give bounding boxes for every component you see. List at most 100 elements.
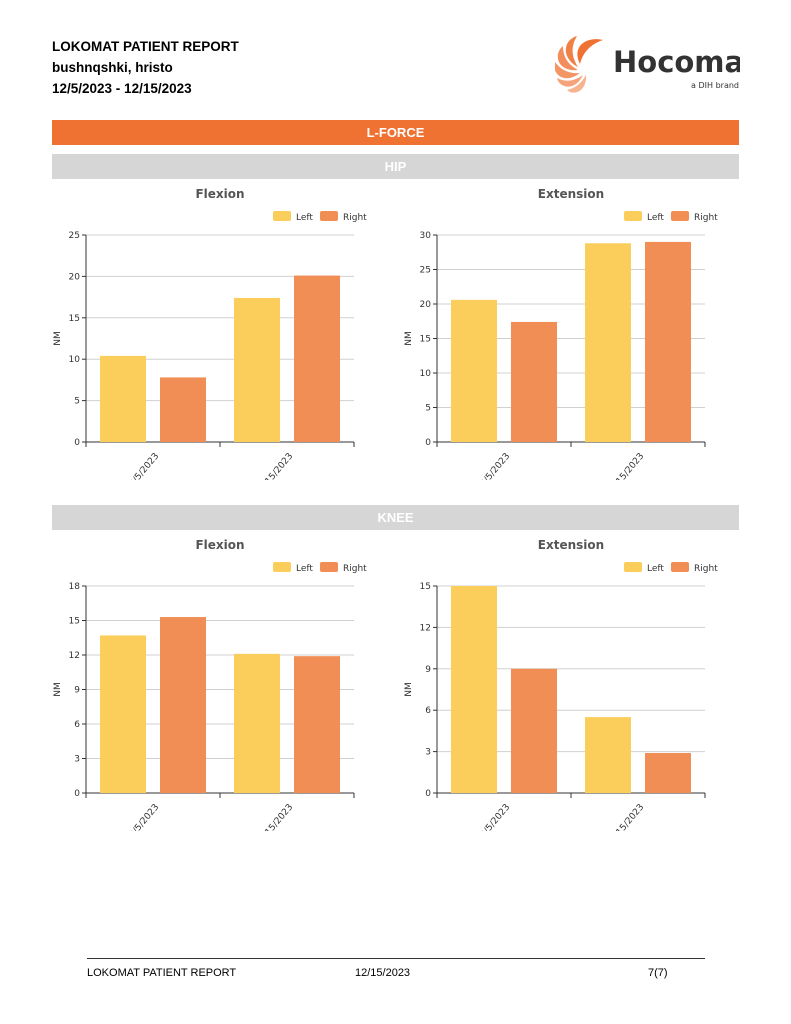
- chart-title: Extension: [538, 538, 604, 552]
- y-tick-label: 15: [420, 335, 431, 345]
- legend-label: Right: [343, 564, 367, 574]
- bar: [160, 617, 206, 793]
- legend-label: Left: [647, 213, 664, 223]
- legend-swatch: [671, 562, 689, 572]
- bar: [511, 321, 557, 442]
- y-tick-label: 15: [69, 617, 80, 627]
- y-tick-label: 6: [425, 706, 431, 716]
- legend-label: Right: [694, 564, 718, 574]
- section-band-lforce: L-FORCE: [52, 120, 739, 145]
- knee-flexion-chart-svg: Flexion Left Right 0 3 6 9 12 15 18 NM 12/5/2023 12/…: [53, 538, 367, 831]
- hocoma-logo: Hocoma a DIH brand: [554, 34, 744, 94]
- x-tick-label: 12/15/2023: [254, 452, 295, 480]
- bar: [645, 752, 691, 793]
- legend-swatch: [273, 562, 291, 572]
- y-tick-label: 9: [74, 686, 80, 696]
- y-tick-label: 15: [420, 582, 431, 592]
- hocoma-swirl-icon: Hocoma a DIH brand: [554, 36, 744, 93]
- bar: [294, 656, 340, 793]
- x-tick-label: 12/5/2023: [475, 452, 512, 480]
- x-tick-label: 12/5/2023: [475, 803, 512, 831]
- report-title: LOKOMAT PATIENT REPORT: [52, 39, 239, 54]
- footer-date: 12/15/2023: [355, 967, 411, 979]
- footer-title: LOKOMAT PATIENT REPORT: [87, 967, 237, 979]
- hip-extension-chart: Extension Left Right 0 5 10 15 20 25 30 NM 12/5/202…: [391, 180, 751, 480]
- bar: [645, 241, 691, 442]
- y-tick-label: 20: [420, 300, 432, 310]
- legend-label: Right: [343, 213, 367, 223]
- x-tick-label: 12/15/2023: [254, 803, 295, 831]
- x-tick-label: 12/15/2023: [605, 803, 646, 831]
- y-tick-label: 5: [425, 404, 431, 414]
- knee-title: KNEE: [377, 510, 414, 525]
- y-tick-label: 9: [425, 665, 431, 675]
- subsection-band-knee: KNEE: [52, 505, 739, 530]
- chart-title: Extension: [538, 187, 604, 201]
- hip-title: HIP: [384, 159, 407, 174]
- hip-flexion-chart-svg: Flexion Left Right 0 5 10 15 20 25 NM 12/5/2023 12/…: [53, 187, 367, 480]
- y-tick-label: 10: [69, 355, 81, 365]
- legend-swatch: [624, 211, 642, 221]
- x-tick-label: 12/5/2023: [124, 803, 161, 831]
- bar: [585, 717, 631, 793]
- y-tick-label: 6: [74, 720, 80, 730]
- bar: [234, 297, 280, 442]
- chart-title: Flexion: [195, 538, 244, 552]
- legend-label: Left: [296, 213, 313, 223]
- x-tick-label: 12/15/2023: [605, 452, 646, 480]
- y-axis-label: NM: [404, 331, 414, 346]
- footer-page: 7(7): [648, 967, 668, 979]
- bar: [585, 243, 631, 442]
- knee-extension-chart-svg: Extension Left Right 0 3 6 9 12 15 NM 12/5/2023 12/…: [404, 538, 718, 831]
- section-title: L-FORCE: [366, 125, 425, 140]
- y-axis-label: NM: [404, 682, 414, 697]
- bar: [294, 275, 340, 442]
- patient-name: bushnqshki, hristo: [52, 60, 173, 75]
- bar: [451, 586, 497, 793]
- y-tick-label: 18: [69, 582, 81, 592]
- y-tick-label: 12: [420, 623, 431, 633]
- y-tick-label: 0: [74, 438, 80, 448]
- bar: [100, 355, 146, 442]
- legend-swatch: [624, 562, 642, 572]
- y-tick-label: 3: [425, 748, 431, 758]
- bar: [511, 668, 557, 793]
- y-tick-label: 0: [425, 438, 431, 448]
- y-tick-label: 30: [420, 231, 432, 241]
- knee-flexion-chart: Flexion Left Right 0 3 6 9 12 15 18 NM 12/5/2023 12/…: [40, 531, 400, 831]
- logo-wordmark: Hocoma: [613, 45, 740, 79]
- legend-swatch: [671, 211, 689, 221]
- y-tick-label: 12: [69, 651, 80, 661]
- legend-swatch: [320, 211, 338, 221]
- bar: [160, 377, 206, 442]
- legend-swatch: [320, 562, 338, 572]
- footer-divider: [87, 958, 705, 959]
- knee-extension-chart: Extension Left Right 0 3 6 9 12 15 NM 12/5/2023 12/…: [391, 531, 751, 831]
- bar: [100, 635, 146, 793]
- y-tick-label: 10: [420, 369, 432, 379]
- chart-title: Flexion: [195, 187, 244, 201]
- legend-label: Left: [647, 564, 664, 574]
- legend-label: Left: [296, 564, 313, 574]
- y-tick-label: 15: [69, 314, 80, 324]
- y-tick-label: 25: [69, 231, 80, 241]
- y-tick-label: 20: [69, 272, 81, 282]
- y-tick-label: 5: [74, 397, 80, 407]
- date-range: 12/5/2023 - 12/15/2023: [52, 81, 192, 96]
- bar: [451, 299, 497, 442]
- y-axis-label: NM: [53, 682, 63, 697]
- y-tick-label: 0: [74, 789, 80, 799]
- y-tick-label: 0: [425, 789, 431, 799]
- x-tick-label: 12/5/2023: [124, 452, 161, 480]
- hip-flexion-chart: Flexion Left Right 0 5 10 15 20 25 NM 12/5/2023 12/…: [40, 180, 400, 480]
- y-axis-label: NM: [53, 331, 63, 346]
- subsection-band-hip: HIP: [52, 154, 739, 179]
- legend-swatch: [273, 211, 291, 221]
- report-header: LOKOMAT PATIENT REPORT bushnqshki, hrist…: [52, 36, 239, 99]
- y-tick-label: 3: [74, 755, 80, 765]
- hip-extension-chart-svg: Extension Left Right 0 5 10 15 20 25 30 NM 12/5/202…: [404, 187, 718, 480]
- legend-label: Right: [694, 213, 718, 223]
- y-tick-label: 25: [420, 266, 431, 276]
- logo-tagline: a DIH brand: [691, 81, 739, 90]
- bar: [234, 653, 280, 793]
